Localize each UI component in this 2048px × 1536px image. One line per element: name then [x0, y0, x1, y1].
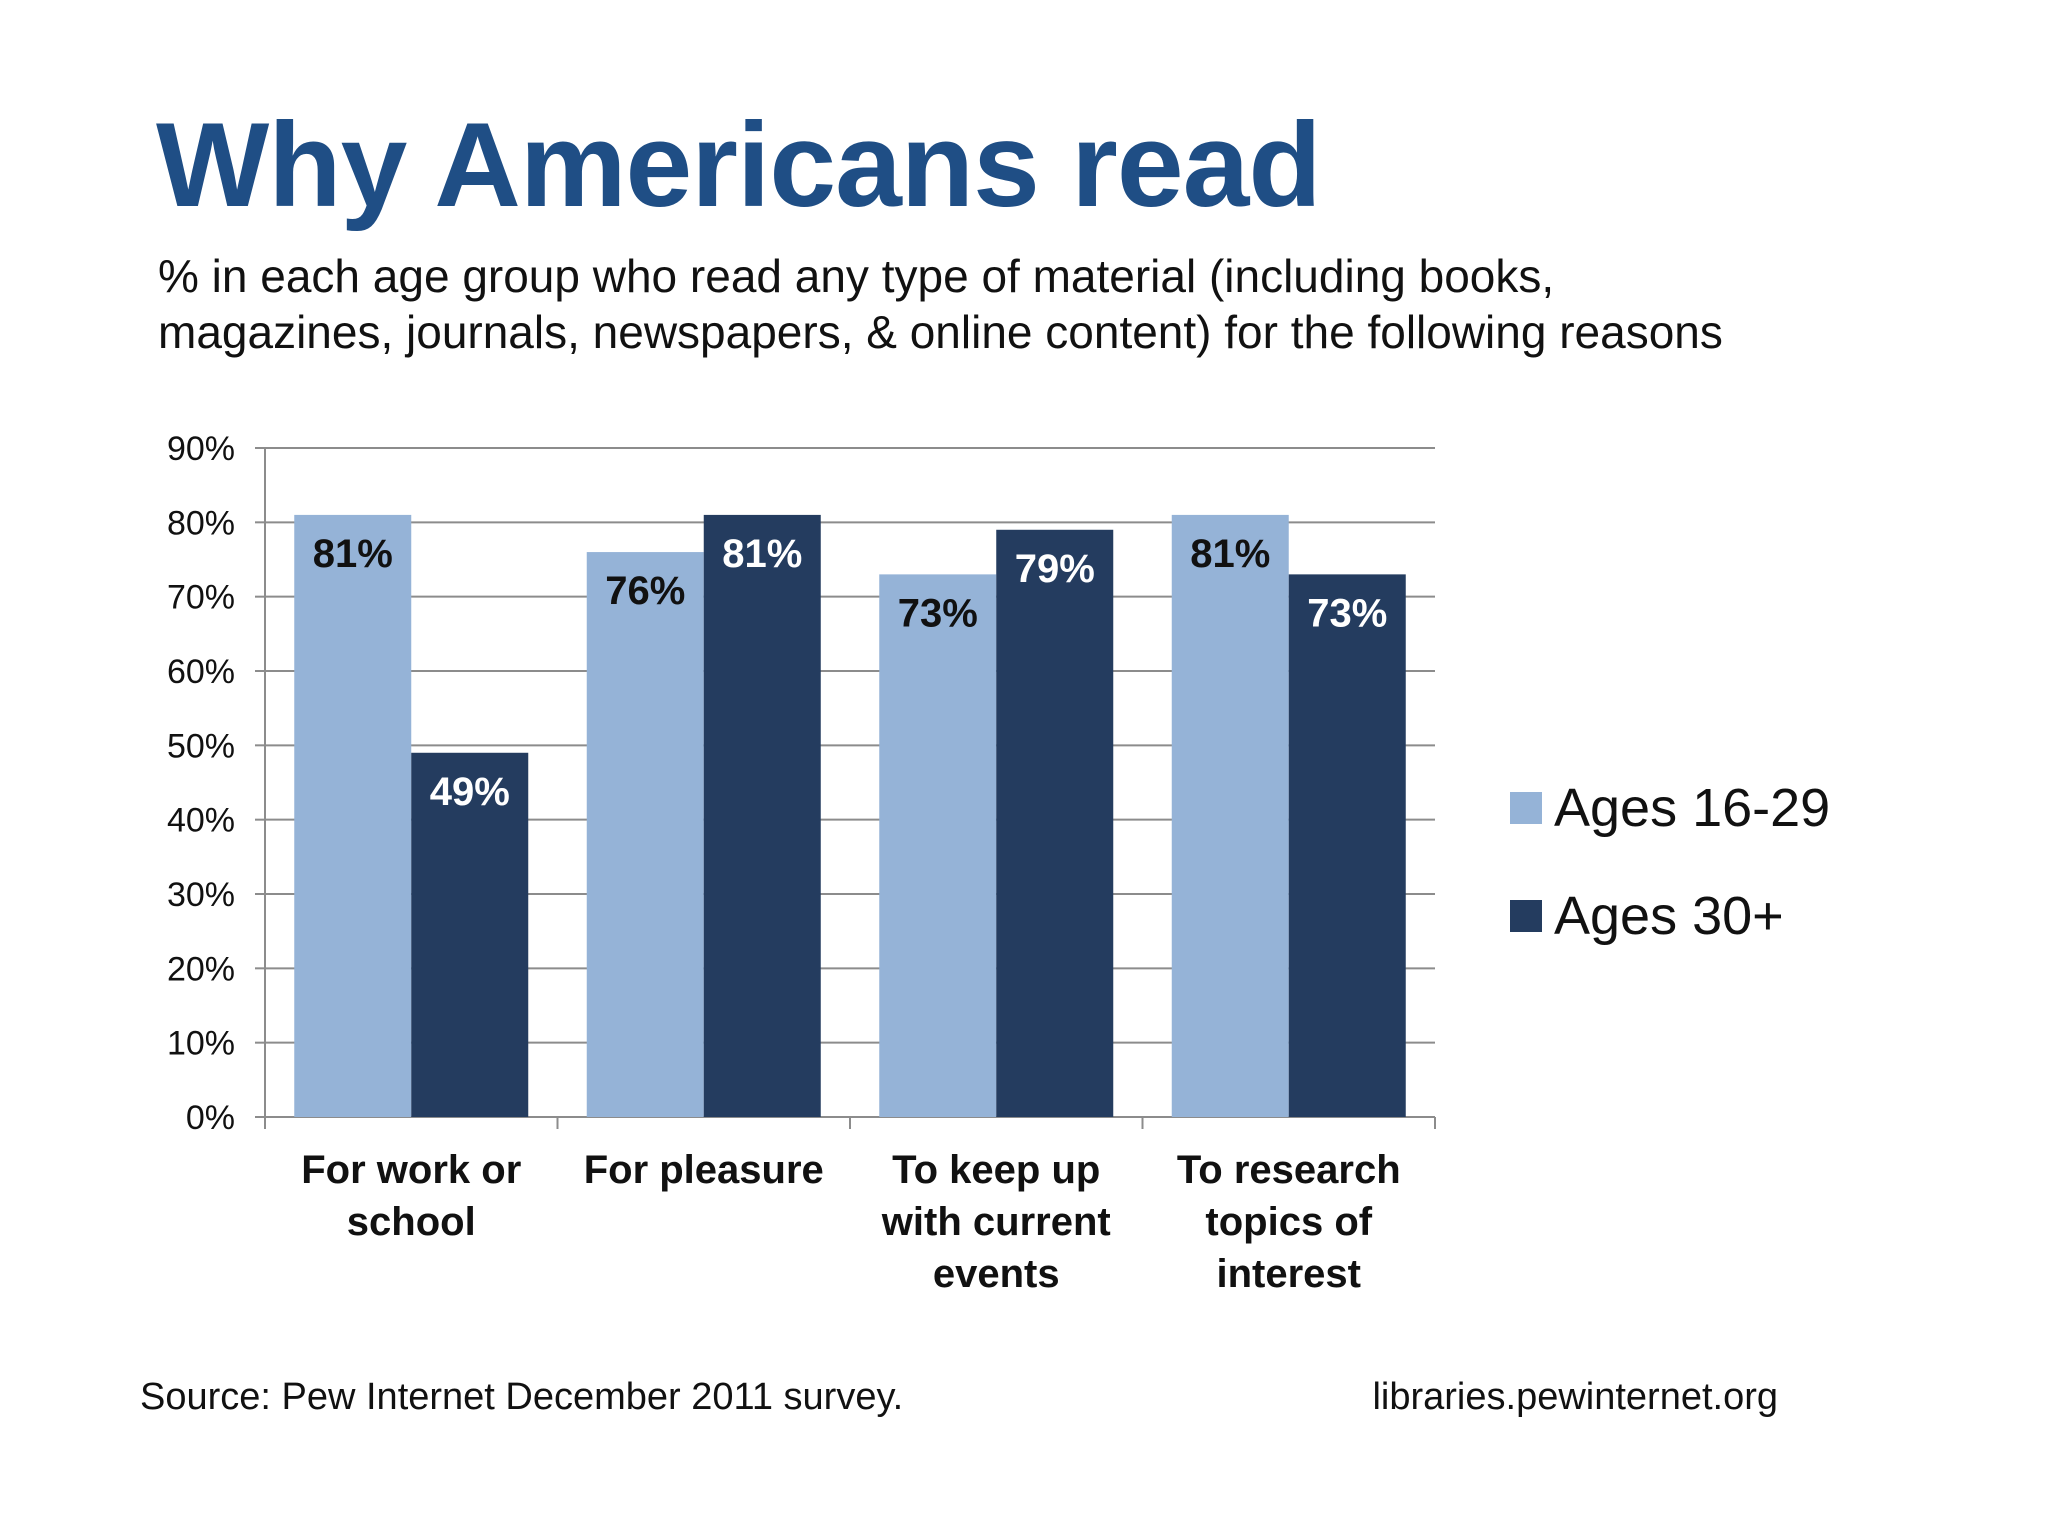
y-tick-label: 30%: [167, 876, 235, 914]
y-tick-label: 20%: [167, 950, 235, 988]
source-note: Source: Pew Internet December 2011 surve…: [140, 1376, 904, 1418]
bar-data-label: 73%: [898, 591, 978, 635]
bar-data-label: 76%: [605, 569, 685, 613]
bar-data-label: 81%: [1190, 532, 1270, 576]
x-category-label: For pleasure: [584, 1148, 824, 1192]
bar-data-label: 49%: [430, 770, 510, 814]
x-category-label: with current: [881, 1200, 1111, 1244]
y-tick-label: 0%: [186, 1099, 235, 1137]
bar-data-label: 79%: [1015, 547, 1095, 591]
x-category-label: school: [347, 1200, 476, 1244]
legend-swatch-ages-16-29: [1510, 792, 1542, 824]
legend-label-ages-30-plus: Ages 30+: [1554, 886, 1784, 946]
bar: [703, 514, 821, 1117]
bar: [1288, 574, 1406, 1117]
bar: [996, 529, 1114, 1117]
bar: [586, 552, 704, 1117]
x-category-label: To keep up: [892, 1148, 1100, 1192]
chart-subtitle: % in each age group who read any type of…: [158, 248, 1918, 360]
y-tick-label: 70%: [167, 579, 235, 617]
legend-item-ages-16-29: Ages 16-29: [1510, 778, 1831, 838]
bar: [879, 574, 997, 1117]
x-category-label: interest: [1217, 1252, 1362, 1296]
x-category-label: To research: [1177, 1148, 1401, 1192]
bar: [1171, 514, 1289, 1117]
source-url: libraries.pewinternet.org: [1372, 1376, 1778, 1418]
bar-data-label: 81%: [722, 532, 802, 576]
y-tick-label: 90%: [167, 430, 235, 468]
x-category-label: topics of: [1205, 1200, 1372, 1244]
y-tick-label: 10%: [167, 1025, 235, 1063]
bar-data-label: 73%: [1307, 591, 1387, 635]
legend-label-ages-16-29: Ages 16-29: [1554, 778, 1831, 838]
bar: [294, 514, 412, 1117]
subtitle-line-1: % in each age group who read any type of…: [158, 250, 1555, 302]
legend-swatch-ages-30-plus: [1510, 900, 1542, 932]
y-tick-label: 80%: [167, 504, 235, 542]
x-category-label: events: [933, 1252, 1060, 1296]
y-tick-label: 40%: [167, 802, 235, 840]
subtitle-line-2: magazines, journals, newspapers, & onlin…: [158, 306, 1723, 358]
y-tick-label: 50%: [167, 727, 235, 765]
chart-title: Why Americans read: [156, 98, 1322, 232]
x-category-label: For work or: [301, 1148, 521, 1192]
legend: Ages 16-29 Ages 30+: [1510, 778, 1831, 996]
bar-data-label: 81%: [313, 532, 393, 576]
y-tick-label: 60%: [167, 653, 235, 691]
bar: [411, 752, 529, 1117]
legend-item-ages-30-plus: Ages 30+: [1510, 886, 1830, 946]
